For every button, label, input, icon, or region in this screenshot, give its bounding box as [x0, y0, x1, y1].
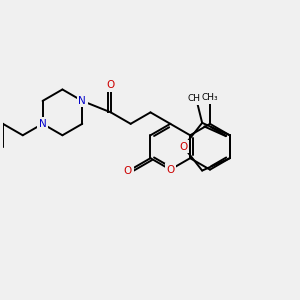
Text: N: N	[39, 119, 46, 129]
Text: O: O	[107, 80, 115, 90]
Text: O: O	[166, 165, 174, 175]
Text: N: N	[78, 96, 86, 106]
Text: O: O	[179, 142, 188, 152]
Text: O: O	[124, 166, 132, 176]
Text: CH₃: CH₃	[202, 93, 218, 102]
Text: CH₃: CH₃	[188, 94, 205, 103]
